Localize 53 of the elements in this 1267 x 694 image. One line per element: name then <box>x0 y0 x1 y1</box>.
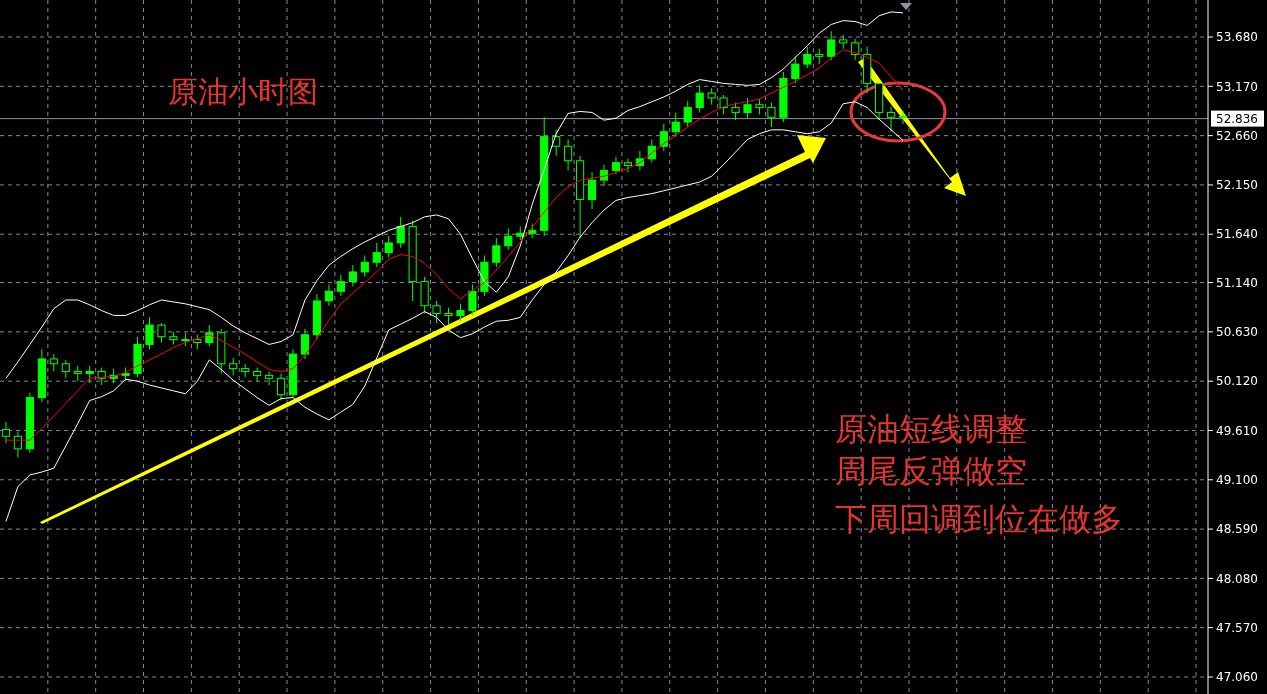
y-tick-label: 47.060 <box>1216 670 1258 685</box>
candlestick <box>587 171 597 210</box>
candlestick <box>803 46 812 69</box>
candlestick <box>671 111 680 138</box>
ref-line-label: 52.836 <box>1216 111 1258 126</box>
candlestick <box>564 139 573 171</box>
candlestick <box>886 106 896 133</box>
candlestick <box>659 123 668 152</box>
candlestick <box>432 300 441 324</box>
candlestick <box>157 322 166 343</box>
candlestick <box>336 274 345 297</box>
candlestick <box>384 235 393 258</box>
candlestick <box>348 264 357 287</box>
candlestick <box>683 100 692 128</box>
candlestick <box>300 328 310 360</box>
y-tick-label: 51.140 <box>1216 275 1258 290</box>
candlestick <box>276 372 286 402</box>
y-tick-label: 47.570 <box>1216 620 1258 635</box>
y-tick-label: 48.080 <box>1216 571 1258 586</box>
y-tick-label: 48.590 <box>1216 522 1258 537</box>
y-tick-label: 49.610 <box>1216 423 1258 438</box>
candlestick <box>623 158 633 173</box>
candlestick <box>898 109 908 125</box>
candlestick <box>145 316 154 350</box>
y-tick-label: 53.170 <box>1216 79 1258 94</box>
y-tick-label: 50.120 <box>1216 374 1258 389</box>
candlestick <box>253 367 262 382</box>
candlestick <box>767 102 776 128</box>
candlestick <box>791 55 800 84</box>
annotation: 原油短线调整 <box>835 410 1027 448</box>
candlestick <box>396 216 405 249</box>
candlestick <box>695 84 704 113</box>
y-tick-label: 52.150 <box>1216 178 1258 193</box>
y-tick-label: 49.100 <box>1216 472 1258 487</box>
candlestick <box>743 97 752 119</box>
candlestick <box>265 371 274 386</box>
line-series <box>5 11 904 379</box>
candlestick <box>1 421 11 444</box>
candlestick <box>61 359 70 379</box>
y-tick-label: 53.680 <box>1216 30 1258 45</box>
candlestick <box>360 255 369 278</box>
annotation: 原油小时图 <box>168 74 318 109</box>
candlestick <box>468 284 477 316</box>
candlestick <box>504 227 513 251</box>
y-tick-label: 51.640 <box>1216 227 1258 242</box>
candlestick <box>372 242 381 268</box>
annotation: 周尾反弹做空 <box>835 452 1027 490</box>
y-tick-label: 50.630 <box>1216 325 1258 340</box>
y-tick-label: 52.660 <box>1216 128 1258 143</box>
candlestick <box>324 284 333 307</box>
annotation: 下周回调到位在做多 <box>835 500 1123 538</box>
candlestick <box>827 30 836 61</box>
candlestick <box>492 237 501 268</box>
